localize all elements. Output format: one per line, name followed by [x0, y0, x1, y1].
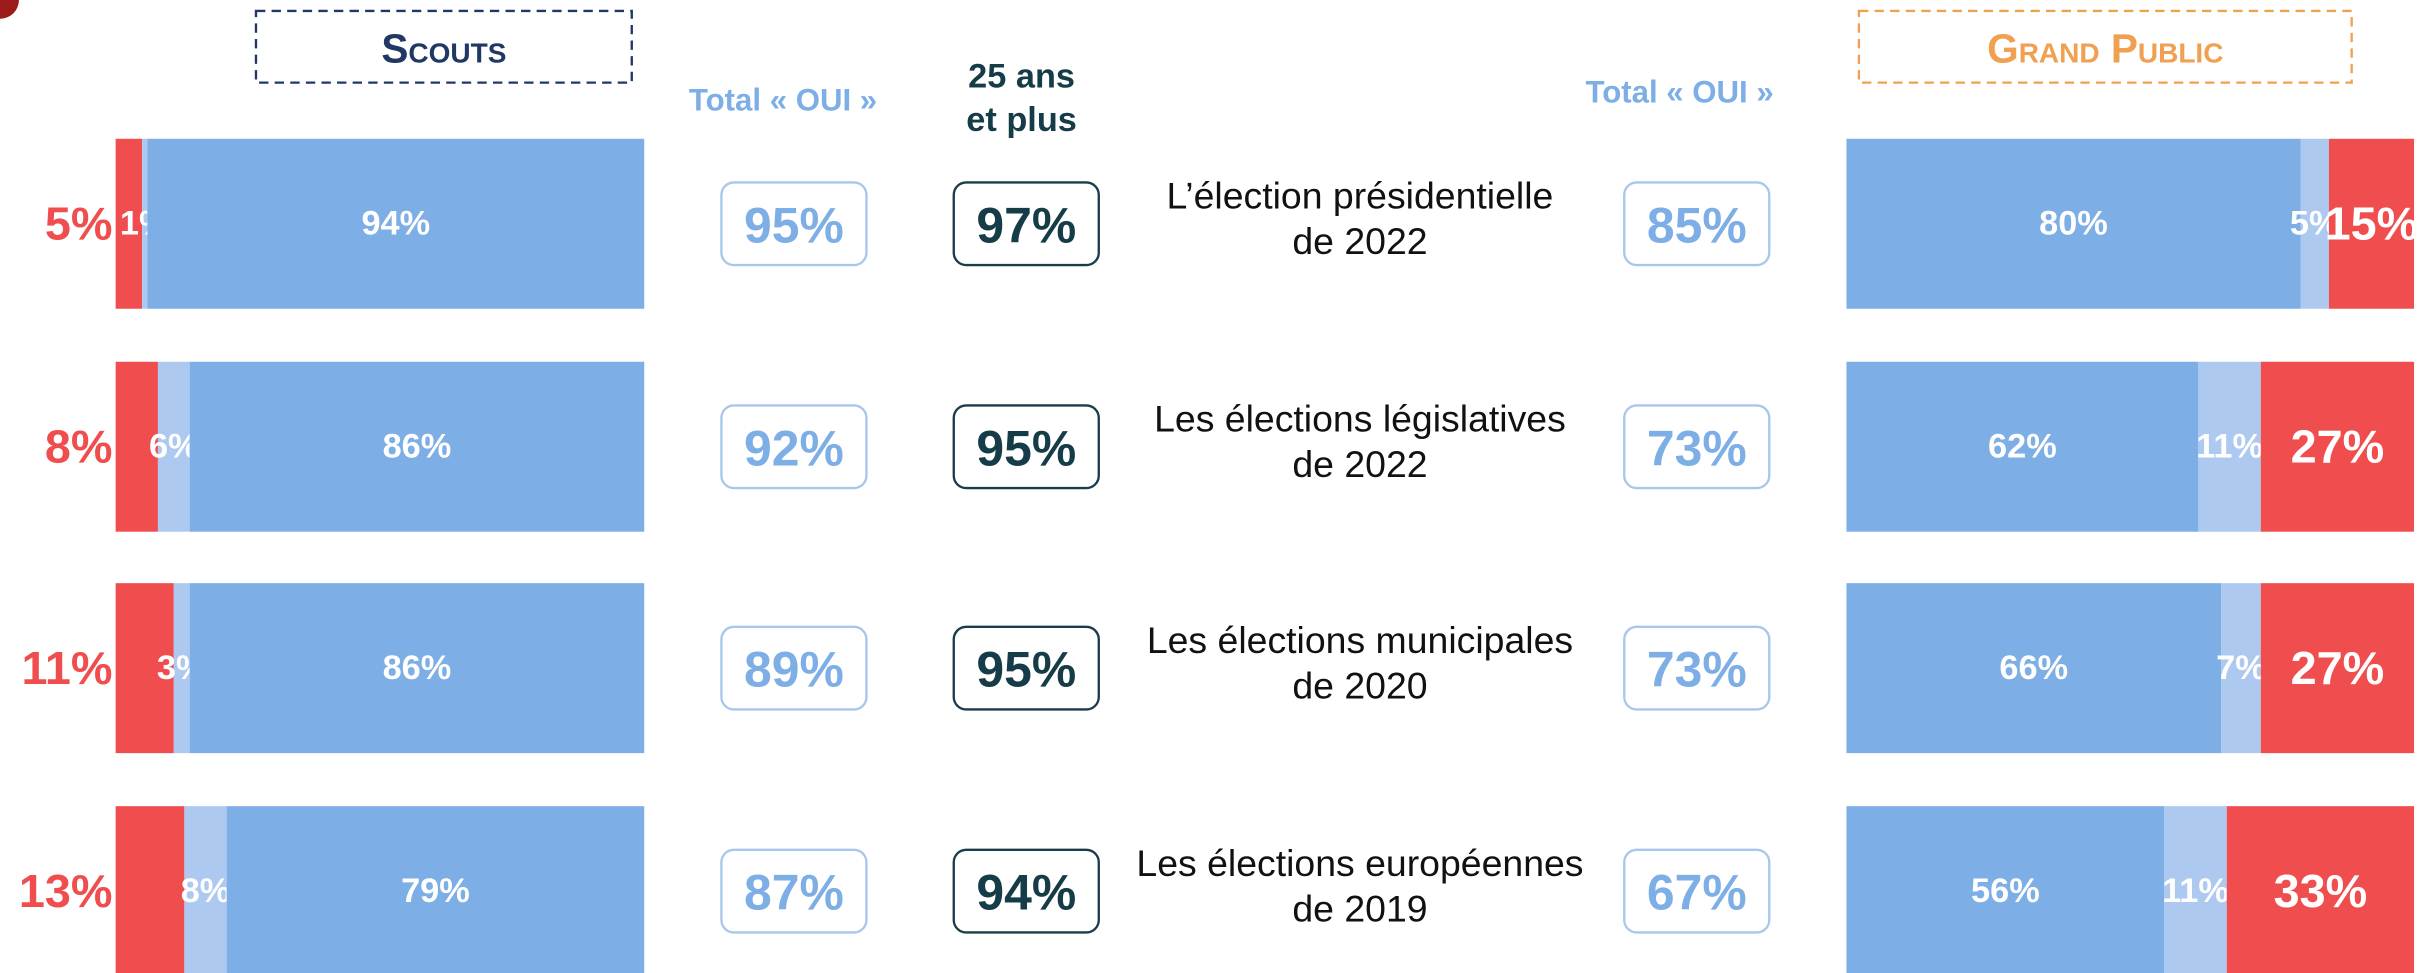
bar-segment	[2260, 583, 2415, 754]
value-label: 56%	[1971, 872, 2040, 910]
value-label: 13%	[19, 865, 113, 917]
total-box	[720, 848, 868, 934]
total-box	[720, 181, 868, 267]
value-label: 27%	[2291, 421, 2385, 473]
value-label: 66%	[1999, 649, 2068, 687]
bar-segment	[2198, 361, 2261, 532]
bar-segment	[1846, 361, 2199, 532]
total-value: 97%	[976, 197, 1076, 253]
total-value: 85%	[1647, 197, 1747, 253]
bar-segment	[226, 806, 645, 973]
total-value: 73%	[1647, 420, 1747, 476]
value-label: 11%	[21, 642, 112, 694]
total-box	[720, 404, 868, 490]
value-label: 62%	[1988, 428, 2057, 466]
corner-dot	[0, 0, 19, 19]
bar-segment	[2328, 138, 2415, 309]
total-box	[952, 848, 1100, 934]
row-label: de 2022	[1292, 443, 1427, 485]
total-box	[1623, 181, 1771, 267]
value-label: 8%	[45, 421, 113, 473]
total-value: 94%	[976, 865, 1076, 921]
value-label: 11%	[2162, 872, 2229, 910]
total-value: 95%	[976, 642, 1076, 698]
value-label: 8%	[181, 872, 231, 910]
value-label: 94%	[361, 205, 430, 243]
value-label: 80%	[2039, 205, 2108, 243]
bar-segment	[115, 138, 143, 309]
row-label: L’élection présidentielle	[1167, 175, 1554, 217]
bar-segment	[142, 138, 148, 309]
total-value: 73%	[1647, 642, 1747, 698]
column-header: Total « OUI »	[689, 82, 877, 117]
value-label: 7%	[2216, 649, 2266, 687]
header-box	[1857, 9, 2353, 84]
bar-segment	[1846, 138, 2301, 309]
value-label: 27%	[2291, 642, 2385, 694]
total-value: 87%	[744, 865, 844, 921]
chart-title: Scouts	[381, 25, 506, 71]
total-value: 67%	[1647, 865, 1747, 921]
total-box	[952, 181, 1100, 267]
total-box	[952, 404, 1100, 490]
bar-segment	[115, 583, 174, 754]
row-label: de 2022	[1292, 220, 1427, 262]
bar-segment	[2260, 361, 2415, 532]
bar-segment	[157, 361, 190, 532]
total-value: 89%	[744, 642, 844, 698]
value-label: 86%	[383, 649, 452, 687]
bar-segment	[189, 361, 645, 532]
row-label: de 2020	[1292, 664, 1427, 706]
row-label: Les élections européennes	[1136, 842, 1583, 884]
total-value: 92%	[744, 420, 844, 476]
bar-segment	[1846, 583, 2222, 754]
row-label: Les élections législatives	[1154, 398, 1566, 440]
total-box	[1623, 404, 1771, 490]
row-label: de 2019	[1292, 887, 1427, 929]
row-label: Les élections municipales	[1147, 619, 1573, 661]
total-value: 95%	[976, 420, 1076, 476]
total-box	[952, 625, 1100, 711]
column-header: 25 ans	[968, 57, 1075, 95]
value-label: 11%	[2196, 428, 2263, 466]
header-box	[254, 9, 633, 84]
value-label: 33%	[2274, 865, 2368, 917]
value-label: 15%	[2325, 198, 2419, 250]
bar-segment	[2300, 138, 2329, 309]
total-box	[720, 625, 868, 711]
bar-segment	[2221, 583, 2261, 754]
column-header: et plus	[966, 101, 1077, 139]
column-header: Total « OUI »	[1586, 74, 1774, 109]
bar-segment	[2226, 806, 2415, 973]
bar-segment	[147, 138, 645, 309]
bar-segment	[2164, 806, 2227, 973]
bar-segment	[115, 361, 158, 532]
value-label: 5%	[45, 198, 113, 250]
bar-segment	[184, 806, 227, 973]
bar-segment	[115, 806, 185, 973]
chart-title: Grand Public	[1987, 25, 2223, 71]
total-box	[1623, 848, 1771, 934]
bar-segment	[189, 583, 645, 754]
total-value: 95%	[744, 197, 844, 253]
value-label: 79%	[401, 872, 470, 910]
bar-segment	[173, 583, 190, 754]
bar-segment	[1846, 806, 2165, 973]
value-label: 86%	[383, 428, 452, 466]
total-box	[1623, 625, 1771, 711]
